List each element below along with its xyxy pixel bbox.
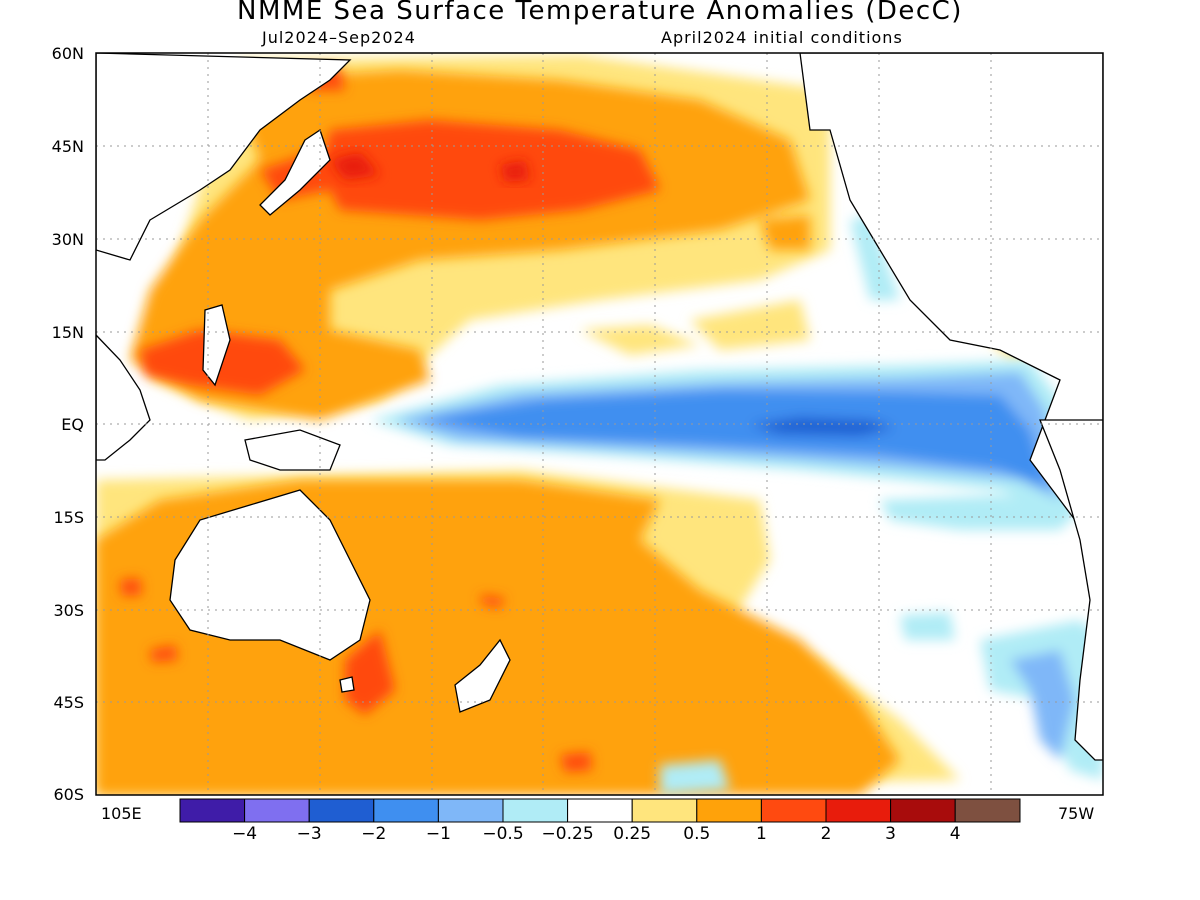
graticule — [96, 53, 1103, 795]
lat-label: 15S — [53, 508, 84, 527]
lat-label: 30S — [53, 601, 84, 620]
colorbar-swatch — [373, 798, 439, 823]
lat-label: 45S — [53, 693, 84, 712]
colorbar-tick-label: −2 — [361, 824, 387, 844]
colorbar-swatch — [502, 798, 569, 823]
colorbar-swatch — [244, 798, 310, 823]
map-frame — [95, 52, 1104, 796]
colorbar-tick-label: 0.5 — [683, 824, 711, 844]
colorbar-swatch — [954, 798, 1021, 823]
forecast-period: Jul2024–Sep2024 — [262, 28, 416, 47]
colorbar-swatch — [567, 798, 633, 823]
colorbar-swatch — [760, 798, 827, 823]
colorbar — [179, 798, 1021, 823]
colorbar-tick-label: 0.25 — [613, 824, 652, 844]
lat-label: 15N — [51, 323, 84, 342]
colorbar-tick-label: 2 — [820, 824, 832, 844]
lat-label: 60S — [53, 785, 84, 804]
colorbar-tick-label: −4 — [232, 824, 258, 844]
lat-label: EQ — [61, 415, 84, 434]
colorbar-swatch — [179, 798, 246, 823]
lat-label: 45N — [51, 137, 84, 156]
colorbar-swatch — [308, 798, 375, 823]
colorbar-tick-label: −0.5 — [482, 824, 524, 844]
colorbar-swatch — [696, 798, 762, 823]
colorbar-swatch — [825, 798, 892, 823]
colorbar-swatch — [437, 798, 504, 823]
colorbar-swatch — [890, 798, 956, 823]
lon-label-east: 75W — [1058, 804, 1095, 823]
colorbar-tick-label: 4 — [949, 824, 961, 844]
colorbar-tick-label: −0.25 — [541, 824, 594, 844]
colorbar-tick-label: 3 — [885, 824, 897, 844]
colorbar-tick-label: 1 — [755, 824, 767, 844]
lon-label-west: 105E — [101, 804, 142, 823]
colorbar-tick-label: −1 — [425, 824, 451, 844]
colorbar-tick-label: −3 — [296, 824, 322, 844]
lat-label: 60N — [51, 44, 84, 63]
initial-conditions: April2024 initial conditions — [661, 28, 903, 47]
colorbar-swatch — [631, 798, 698, 823]
lat-label: 30N — [51, 230, 84, 249]
figure-title: NMME Sea Surface Temperature Anomalies (… — [237, 0, 963, 26]
anomaly-field — [96, 53, 1103, 795]
coastlines — [96, 53, 1103, 761]
